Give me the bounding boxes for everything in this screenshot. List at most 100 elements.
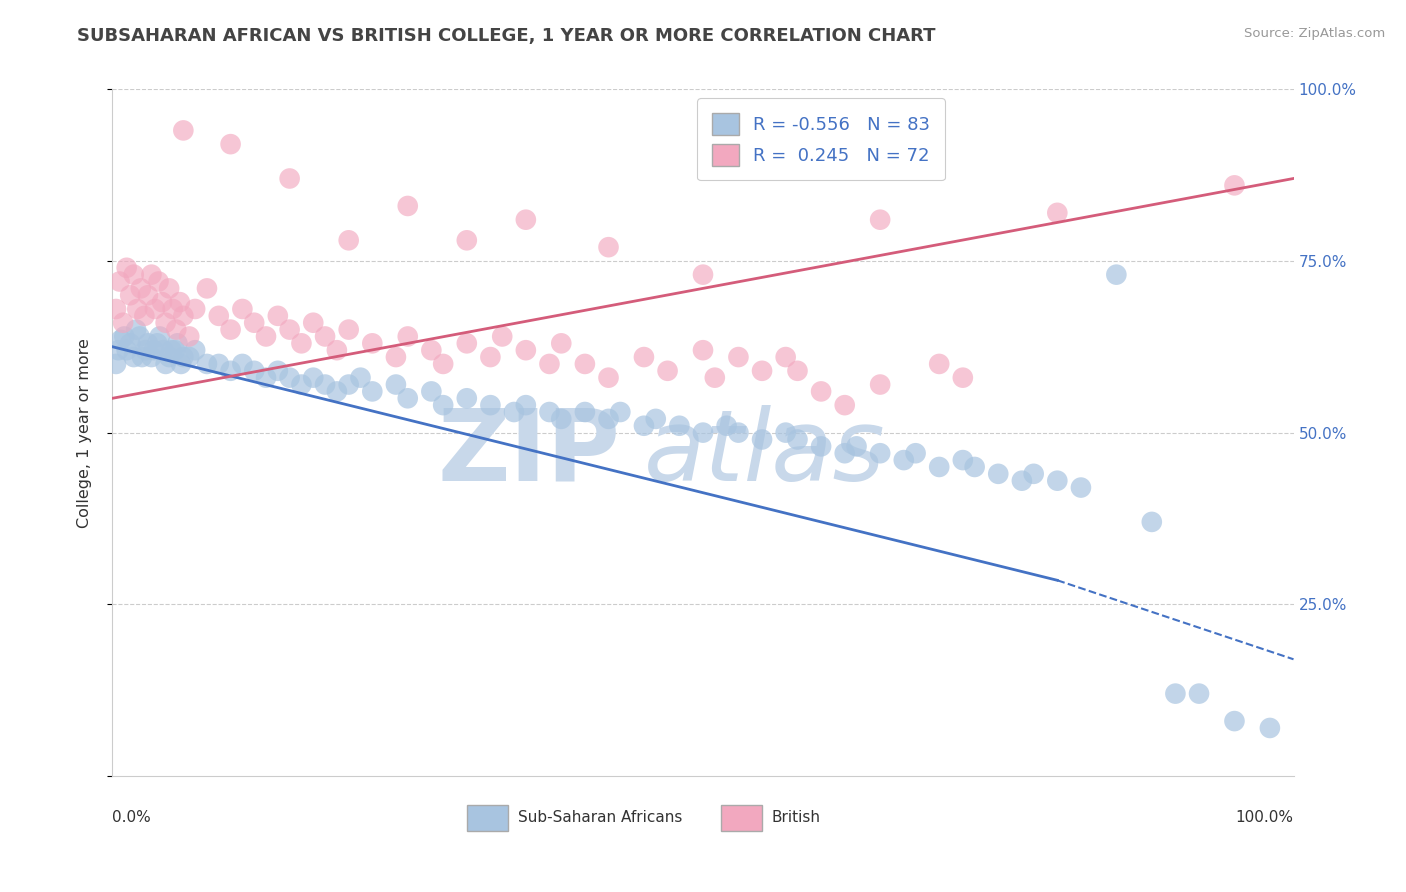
Point xyxy=(845,439,868,453)
Point xyxy=(142,343,165,358)
Point xyxy=(396,391,419,405)
Point xyxy=(432,398,454,412)
Point xyxy=(141,268,163,282)
Point xyxy=(127,301,149,316)
Point xyxy=(349,370,371,384)
Point xyxy=(1188,687,1211,701)
Point xyxy=(195,281,218,295)
Point xyxy=(143,301,166,316)
Point xyxy=(834,446,856,460)
Point xyxy=(254,370,277,384)
Point xyxy=(456,233,478,247)
Point xyxy=(538,405,561,419)
Point xyxy=(810,439,832,453)
Point xyxy=(172,350,194,364)
Point xyxy=(120,336,142,351)
Point xyxy=(598,370,620,384)
Point xyxy=(243,364,266,378)
Point xyxy=(219,137,242,152)
Point xyxy=(267,309,290,323)
Point xyxy=(751,433,773,447)
Point xyxy=(278,171,301,186)
Point xyxy=(337,322,360,336)
Point xyxy=(110,333,132,347)
Text: Source: ZipAtlas.com: Source: ZipAtlas.com xyxy=(1244,27,1385,40)
Point xyxy=(727,350,749,364)
Point xyxy=(128,329,150,343)
Point xyxy=(267,364,290,378)
Point xyxy=(503,405,526,419)
Point xyxy=(668,418,690,433)
Point xyxy=(149,329,172,343)
Point xyxy=(115,260,138,275)
Point xyxy=(491,329,513,343)
Point xyxy=(314,329,336,343)
Point xyxy=(550,412,572,426)
Point xyxy=(278,370,301,384)
Point xyxy=(479,350,502,364)
Point xyxy=(136,336,159,351)
Point xyxy=(1223,714,1246,728)
Point xyxy=(278,322,301,336)
Point xyxy=(1046,206,1069,220)
Point xyxy=(385,350,408,364)
Point xyxy=(134,309,156,323)
Text: atlas: atlas xyxy=(644,405,886,501)
Point xyxy=(135,343,157,358)
Point xyxy=(420,384,443,399)
Point xyxy=(893,453,915,467)
Point xyxy=(432,357,454,371)
Point xyxy=(644,412,666,426)
Point xyxy=(160,343,183,358)
Point xyxy=(155,357,177,371)
Point xyxy=(692,268,714,282)
Point xyxy=(150,295,173,310)
Point xyxy=(184,343,207,358)
Point xyxy=(231,357,253,371)
Point xyxy=(420,343,443,358)
Point xyxy=(172,309,194,323)
Text: Sub-Saharan Africans: Sub-Saharan Africans xyxy=(517,811,682,825)
Point xyxy=(396,329,419,343)
Point xyxy=(574,357,596,371)
Point xyxy=(314,377,336,392)
Point xyxy=(1022,467,1045,481)
Point xyxy=(254,329,277,343)
Point xyxy=(152,343,174,358)
Point xyxy=(1258,721,1281,735)
Point xyxy=(633,350,655,364)
Point xyxy=(869,446,891,460)
Point xyxy=(179,329,201,343)
Text: British: British xyxy=(772,811,821,825)
Point xyxy=(1046,474,1069,488)
Point xyxy=(952,370,974,384)
Point xyxy=(131,350,153,364)
Point xyxy=(105,357,128,371)
Point xyxy=(810,384,832,399)
FancyBboxPatch shape xyxy=(721,805,762,831)
Point xyxy=(904,446,927,460)
Point xyxy=(219,364,242,378)
Point xyxy=(290,377,312,392)
Point xyxy=(337,233,360,247)
Legend: R = -0.556   N = 83, R =  0.245   N = 72: R = -0.556 N = 83, R = 0.245 N = 72 xyxy=(697,98,945,180)
FancyBboxPatch shape xyxy=(467,805,508,831)
Point xyxy=(834,398,856,412)
Point xyxy=(169,295,191,310)
Point xyxy=(115,343,138,358)
Point xyxy=(385,377,408,392)
Point xyxy=(172,123,194,137)
Point xyxy=(146,336,169,351)
Point xyxy=(703,370,725,384)
Point xyxy=(166,336,188,351)
Point xyxy=(165,343,187,358)
Point xyxy=(165,322,187,336)
Point xyxy=(727,425,749,440)
Point xyxy=(337,377,360,392)
Point xyxy=(155,316,177,330)
Point xyxy=(1105,268,1128,282)
Point xyxy=(550,336,572,351)
Point xyxy=(609,405,631,419)
Point xyxy=(515,212,537,227)
Point xyxy=(952,453,974,467)
